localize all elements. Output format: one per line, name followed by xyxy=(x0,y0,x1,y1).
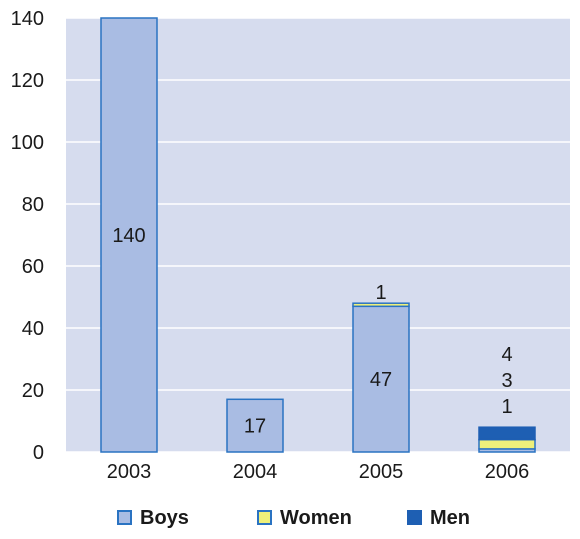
y-tick-label: 120 xyxy=(11,70,44,92)
legend-label-women: Women xyxy=(280,507,352,529)
y-tick-label: 140 xyxy=(11,8,44,30)
y-tick-label: 60 xyxy=(22,256,44,278)
data-label: 140 xyxy=(112,225,145,247)
bar-boys-2005 xyxy=(352,305,410,453)
data-label: 1 xyxy=(501,396,512,418)
y-tick-label: 100 xyxy=(11,132,44,154)
bar-boys-2004 xyxy=(226,398,284,453)
bar-boys-2003 xyxy=(100,17,158,453)
y-tick-label: 0 xyxy=(33,442,44,464)
y-axis-ticks: 0 20 40 60 80 100 120 140 xyxy=(11,8,44,464)
data-label: 4 xyxy=(501,344,512,366)
x-tick-label: 2003 xyxy=(107,461,152,483)
bar-women-2005 xyxy=(352,302,410,308)
y-tick-label: 20 xyxy=(22,380,44,402)
y-tick-label: 40 xyxy=(22,318,44,340)
x-axis-ticks: 2003 2004 2005 2006 xyxy=(107,461,530,483)
legend-swatch-boys xyxy=(117,510,132,525)
data-label: 47 xyxy=(370,369,392,391)
legend-label-boys: Boys xyxy=(140,507,189,529)
y-tick-label: 80 xyxy=(22,194,44,216)
x-tick-label: 2005 xyxy=(359,461,404,483)
data-label: 1 xyxy=(375,282,386,304)
x-tick-label: 2004 xyxy=(233,461,278,483)
bar-men-2006 xyxy=(478,426,536,441)
legend-swatch-men xyxy=(407,510,422,525)
data-label: 3 xyxy=(501,370,512,392)
legend: Boys Women Men xyxy=(117,507,470,529)
data-labels: 140 17 47 1 4 3 1 xyxy=(112,225,512,438)
data-label: 17 xyxy=(244,416,266,438)
legend-label-men: Men xyxy=(430,507,470,529)
x-tick-label: 2006 xyxy=(485,461,530,483)
legend-swatch-women xyxy=(257,510,272,525)
bar-women-2006 xyxy=(478,438,536,450)
bars xyxy=(100,17,536,453)
